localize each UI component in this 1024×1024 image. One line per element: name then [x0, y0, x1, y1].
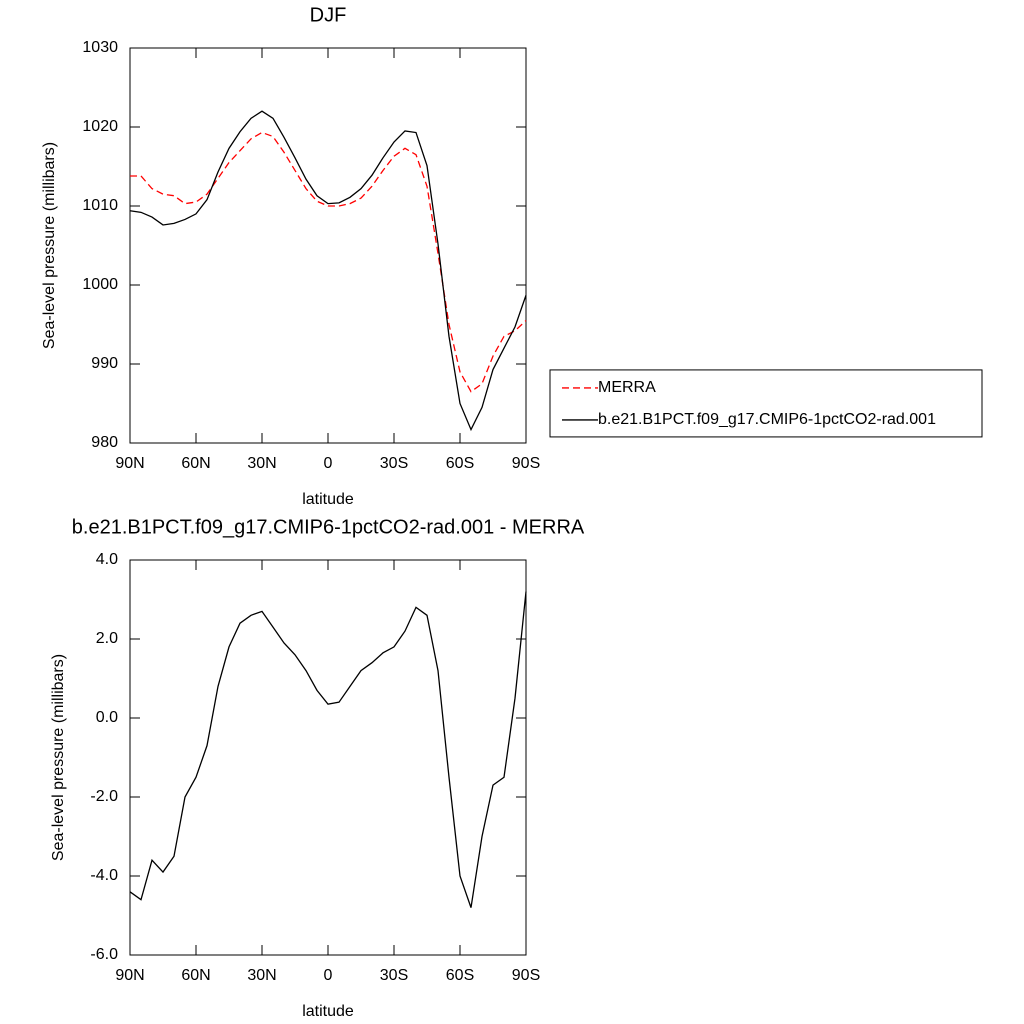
- x-tick-label: 30N: [247, 967, 276, 984]
- y-tick-label: 2.0: [96, 630, 118, 647]
- y-tick-label: 1030: [82, 39, 118, 56]
- x-tick-label: 30S: [380, 967, 408, 984]
- series-line: [129, 591, 527, 908]
- y-axis-label: Sea-level pressure (millibars): [41, 142, 58, 349]
- y-tick-label: 1020: [82, 118, 118, 135]
- y-tick-label: 1010: [82, 197, 118, 214]
- x-tick-label: 90N: [115, 967, 144, 984]
- x-tick-label: 30N: [247, 455, 276, 472]
- series-line: [130, 131, 527, 393]
- legend-label: MERRA: [598, 379, 656, 396]
- x-tick-label: 60N: [181, 455, 210, 472]
- plot-frame: [129, 47, 527, 444]
- y-tick-label: 990: [91, 355, 118, 372]
- y-tick-label: -2.0: [90, 788, 118, 805]
- y-tick-label: 980: [91, 434, 118, 451]
- y-tick-label: -4.0: [90, 867, 118, 884]
- x-tick-label: 0: [324, 455, 333, 472]
- y-tick-label: -6.0: [90, 946, 118, 963]
- plot-frame: [129, 559, 527, 956]
- x-tick-label: 0: [324, 967, 333, 984]
- y-tick-label: 1000: [82, 276, 118, 293]
- x-axis-label: latitude: [302, 1003, 354, 1020]
- y-axis-label: Sea-level pressure (millibars): [50, 654, 67, 861]
- chart-title: b.e21.B1PCT.f09_g17.CMIP6-1pctCO2-rad.00…: [72, 516, 585, 538]
- x-tick-label: 90S: [512, 455, 540, 472]
- legend-label: b.e21.B1PCT.f09_g17.CMIP6-1pctCO2-rad.00…: [598, 411, 936, 428]
- legend-box: [549, 369, 983, 438]
- x-tick-label: 60S: [446, 455, 474, 472]
- x-tick-label: 30S: [380, 455, 408, 472]
- x-tick-label: 60S: [446, 967, 474, 984]
- chart-title: DJF: [310, 4, 347, 26]
- y-tick-label: 4.0: [96, 551, 118, 568]
- series-line: [129, 110, 527, 432]
- x-tick-label: 90S: [512, 967, 540, 984]
- x-tick-label: 60N: [181, 967, 210, 984]
- y-tick-label: 0.0: [96, 709, 118, 726]
- x-axis-label: latitude: [302, 491, 354, 508]
- x-tick-label: 90N: [115, 455, 144, 472]
